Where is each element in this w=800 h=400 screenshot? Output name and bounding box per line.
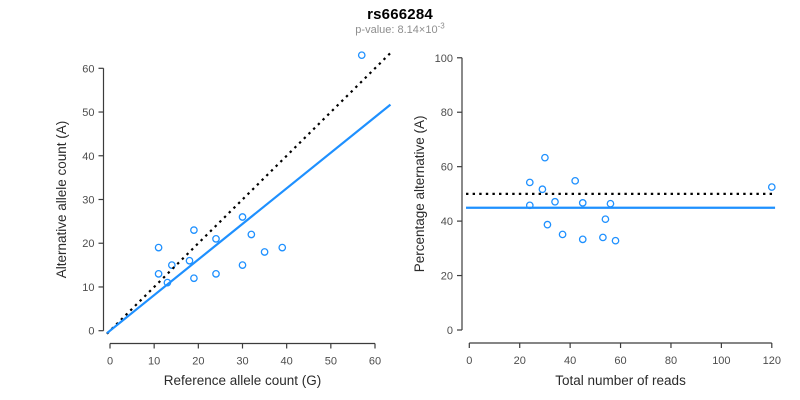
data-point [571, 176, 580, 185]
y-tick-label: 40 [82, 151, 94, 163]
y-tick-label: 0 [88, 326, 94, 338]
pvalue-exponent: -3 [437, 21, 445, 31]
data-point [357, 51, 366, 60]
x-tick-label: 20 [192, 356, 204, 368]
data-point [247, 230, 256, 239]
x-tick-label: 0 [466, 355, 472, 367]
x-tick-label: 10 [148, 356, 160, 368]
y-tick-label: 80 [441, 107, 453, 119]
panel-percentage-vs-depth: 0 20 40 60 80 100 0 20 40 60 80 100 120 Total number … [412, 53, 781, 388]
y-axis-title: Alternative allele count (A) [54, 121, 69, 279]
data-point [611, 236, 620, 245]
data-point [541, 153, 549, 162]
y-tick-label: 20 [441, 271, 453, 283]
data-point [238, 261, 247, 269]
data-point [543, 220, 552, 229]
x-tick-label: 0 [107, 356, 113, 368]
y-tick-label: 10 [82, 282, 94, 294]
y-axis-title: Percentage alternative (A) [412, 115, 427, 272]
data-point [538, 185, 547, 194]
data-point [278, 243, 287, 252]
panel-allele-counts: 0 10 20 30 40 50 60 0 10 20 30 40 50 60 Reference alle… [54, 51, 392, 388]
data-point [599, 233, 607, 242]
data-point [525, 178, 534, 187]
x-tick-label: 40 [564, 355, 576, 367]
fit-line [106, 103, 392, 335]
x-tick-label: 20 [514, 355, 526, 367]
x-axis-title: Reference allele count (G) [164, 373, 322, 388]
data-point [167, 261, 176, 269]
x-tick-label: 80 [665, 355, 677, 367]
data-point [185, 256, 194, 265]
y-tick-label: 50 [82, 107, 94, 119]
data-point [190, 274, 198, 283]
data-point [578, 235, 587, 244]
data-point [190, 226, 198, 234]
x-tick-label: 60 [369, 356, 381, 368]
data-point [578, 199, 587, 207]
x-tick-label: 120 [763, 355, 781, 367]
identity-line [106, 52, 392, 335]
data-point [767, 183, 776, 191]
y-tick-label: 30 [82, 195, 94, 207]
plot-subtitle: p-value: 8.14×10-3 [0, 21, 800, 36]
data-point [212, 235, 220, 243]
data-point [551, 197, 559, 206]
data-point [154, 269, 163, 278]
pvalue-label: p-value: [355, 24, 398, 36]
x-axis-title: Total number of reads [555, 373, 686, 388]
x-tick-label: 60 [614, 355, 626, 367]
y-tick-label: 60 [441, 162, 453, 174]
y-tick-label: 100 [435, 53, 453, 65]
y-tick-label: 40 [441, 216, 453, 228]
data-point [601, 215, 610, 224]
y-tick-label: 60 [82, 63, 94, 75]
data-point [212, 269, 220, 278]
data-point [238, 213, 247, 221]
data-point [260, 248, 269, 256]
y-tick-label: 0 [447, 325, 453, 337]
x-tick-label: 100 [712, 355, 730, 367]
x-tick-label: 40 [281, 356, 293, 368]
pvalue-mantissa: 8.14×10 [397, 24, 438, 36]
data-point [154, 243, 163, 252]
x-tick-label: 30 [236, 356, 248, 368]
data-point [558, 230, 567, 239]
data-point [606, 199, 615, 208]
y-tick-label: 20 [82, 238, 94, 250]
x-tick-label: 50 [325, 356, 337, 368]
plot-title: rs666284 [367, 6, 433, 23]
